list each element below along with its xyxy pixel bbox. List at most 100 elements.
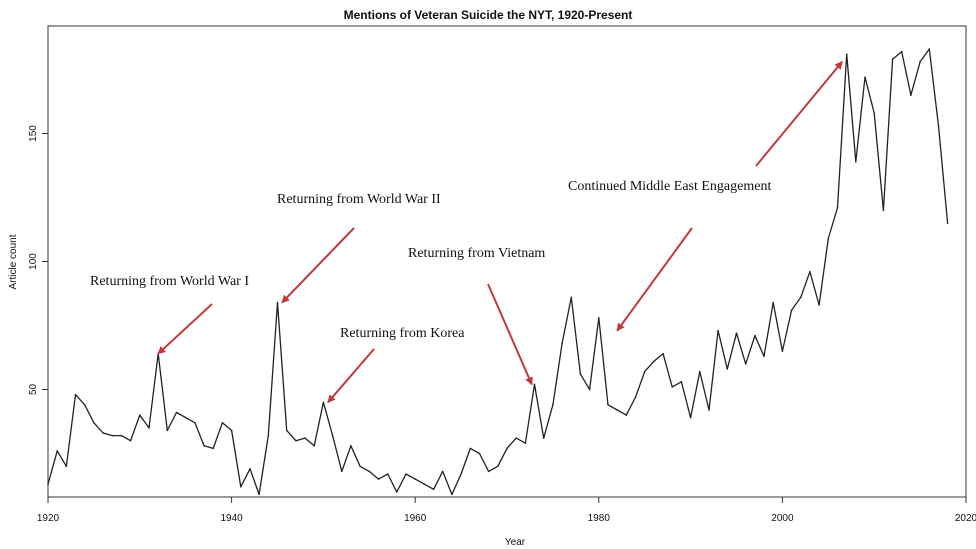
annotation-ww1: Returning from World War I bbox=[90, 274, 249, 289]
y-axis-label: Article count bbox=[8, 234, 19, 289]
data-point bbox=[910, 94, 912, 96]
x-axis: 1920 1940 1960 1980 2000 2020 bbox=[37, 497, 976, 524]
data-point bbox=[891, 58, 894, 61]
data-point bbox=[900, 50, 903, 53]
data-point bbox=[515, 437, 517, 439]
data-point bbox=[478, 452, 481, 455]
data-point bbox=[47, 483, 49, 486]
data-point bbox=[790, 309, 793, 311]
data-point bbox=[616, 409, 618, 411]
x-tick-label: 1960 bbox=[404, 513, 427, 524]
data-point bbox=[561, 342, 563, 345]
y-tick-label: 150 bbox=[28, 125, 39, 142]
data-point bbox=[451, 493, 453, 496]
data-point bbox=[487, 470, 490, 473]
data-point bbox=[368, 470, 371, 473]
data-point bbox=[845, 53, 848, 55]
data-point bbox=[919, 61, 921, 63]
x-tick-label: 1920 bbox=[37, 513, 60, 524]
data-point bbox=[221, 422, 224, 424]
data-point bbox=[74, 393, 77, 396]
annotation-middle-east: Continued Middle East Engagement bbox=[568, 179, 771, 194]
y-tick-label: 50 bbox=[28, 383, 39, 395]
data-point bbox=[313, 445, 316, 447]
annotation-korea: Returning from Korea bbox=[340, 326, 465, 341]
annotation-korea-arrow bbox=[327, 348, 375, 404]
data-point bbox=[166, 429, 169, 432]
data-point bbox=[65, 465, 68, 468]
data-point bbox=[396, 491, 398, 493]
data-point bbox=[184, 416, 187, 419]
data-point bbox=[598, 317, 600, 319]
data-point bbox=[341, 470, 343, 473]
data-point bbox=[230, 429, 233, 432]
data-point bbox=[882, 209, 885, 212]
annotation-middle-east-arrow-left bbox=[616, 227, 693, 332]
data-point bbox=[386, 473, 389, 475]
series-line bbox=[47, 48, 949, 496]
x-tick-label: 1980 bbox=[588, 513, 611, 524]
data-point bbox=[946, 222, 949, 224]
data-point bbox=[937, 125, 940, 127]
data-point bbox=[928, 48, 931, 50]
data-point bbox=[827, 237, 830, 240]
data-point bbox=[129, 439, 132, 442]
data-point bbox=[203, 445, 205, 447]
data-point bbox=[744, 363, 747, 365]
data-point bbox=[148, 427, 150, 429]
data-point bbox=[662, 352, 664, 355]
data-point bbox=[240, 486, 242, 488]
data-point bbox=[524, 442, 527, 445]
data-point bbox=[460, 473, 462, 475]
data-point bbox=[276, 301, 279, 304]
data-point bbox=[708, 409, 710, 411]
data-point bbox=[625, 414, 628, 416]
data-point bbox=[432, 488, 435, 491]
data-point bbox=[634, 396, 637, 399]
data-point bbox=[680, 381, 683, 383]
y-axis: 50 100 150 bbox=[28, 125, 48, 395]
data-point bbox=[285, 429, 288, 432]
data-point bbox=[763, 355, 765, 358]
data-point bbox=[56, 450, 58, 452]
data-points bbox=[47, 48, 949, 496]
data-point bbox=[855, 160, 857, 163]
data-point bbox=[497, 465, 499, 468]
data-point bbox=[441, 470, 444, 473]
data-point bbox=[579, 373, 582, 375]
data-point bbox=[295, 439, 297, 442]
y-tick-label: 100 bbox=[28, 253, 39, 270]
data-point bbox=[175, 411, 178, 414]
data-point bbox=[873, 112, 875, 114]
annotation-ww2: Returning from World War II bbox=[277, 192, 441, 207]
data-point bbox=[304, 437, 306, 439]
data-point bbox=[570, 296, 573, 299]
data-point bbox=[194, 422, 196, 424]
data-point bbox=[552, 404, 554, 406]
data-point bbox=[322, 401, 325, 404]
data-point bbox=[643, 370, 646, 373]
annotation-ww2-arrow bbox=[281, 227, 355, 304]
annotation-vietnam-arrow bbox=[487, 283, 533, 386]
data-point bbox=[588, 388, 591, 391]
data-point bbox=[249, 468, 251, 470]
data-point bbox=[120, 434, 123, 437]
data-point bbox=[258, 493, 260, 496]
data-point bbox=[267, 434, 270, 437]
plot-frame bbox=[47, 25, 967, 498]
data-point bbox=[423, 483, 426, 486]
x-tick-label: 2020 bbox=[955, 513, 976, 524]
x-tick-label: 2000 bbox=[771, 513, 794, 524]
data-point bbox=[781, 350, 784, 352]
data-point bbox=[405, 473, 407, 475]
data-point bbox=[139, 414, 141, 416]
data-point bbox=[542, 437, 545, 439]
data-point bbox=[111, 434, 114, 437]
data-point bbox=[533, 383, 536, 386]
data-point bbox=[818, 304, 820, 306]
data-point bbox=[212, 447, 214, 450]
data-point bbox=[809, 270, 811, 273]
annotation-middle-east-arrow-right bbox=[755, 61, 843, 167]
x-axis-label: Year bbox=[505, 537, 526, 548]
